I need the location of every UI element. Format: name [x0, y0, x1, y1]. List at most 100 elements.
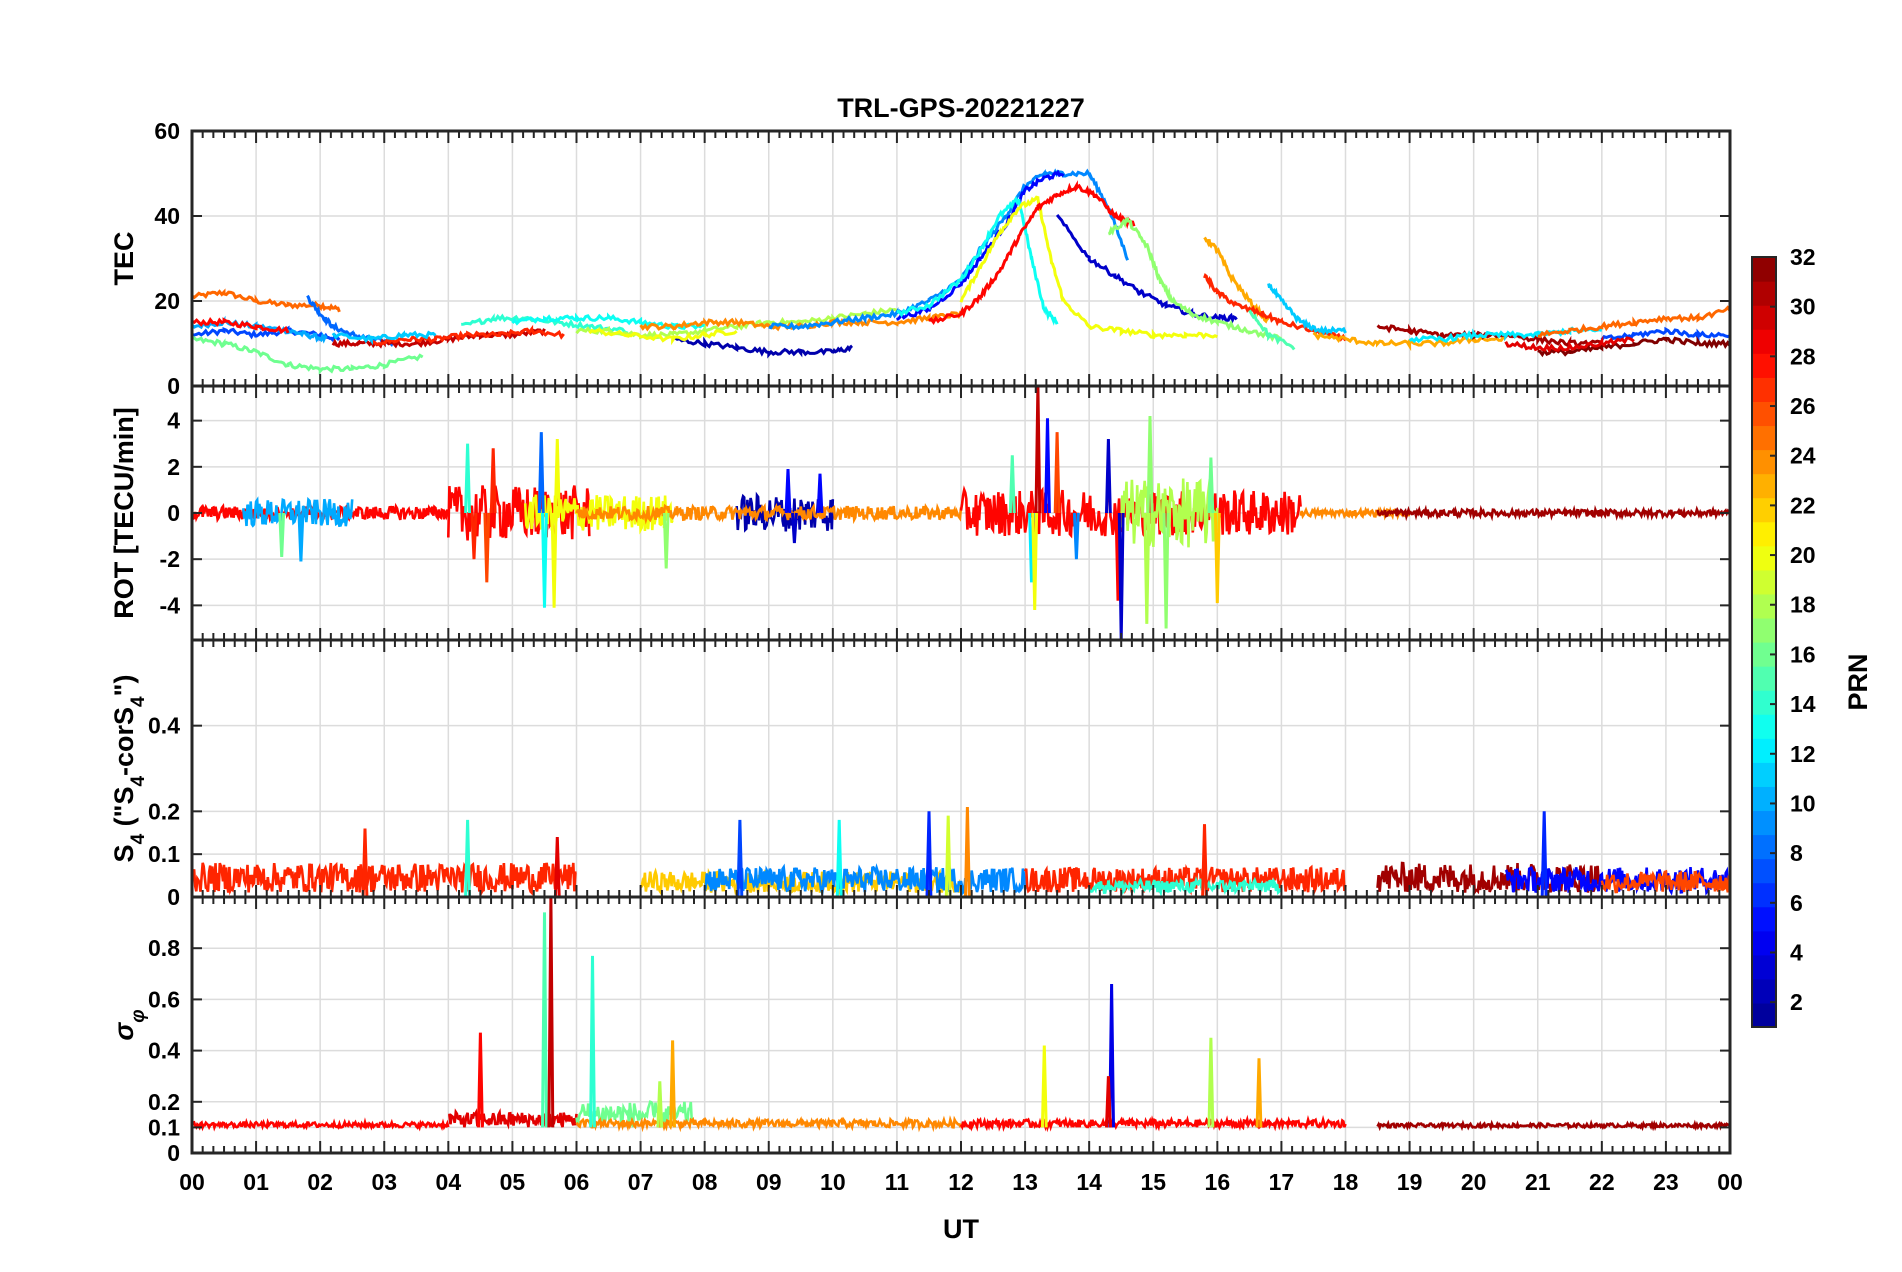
colorbar-swatch: [1752, 473, 1776, 499]
y-tick-label: 0.6: [148, 986, 180, 1012]
colorbar-swatch: [1752, 834, 1776, 860]
panel-1: 0 20 40 60 TEC: [109, 118, 1732, 399]
spike-prn-17: [1146, 415, 1154, 514]
colorbar-swatch: [1752, 593, 1776, 619]
tec-series-prn-25: [192, 288, 341, 313]
x-tick-label: 01: [243, 1169, 269, 1195]
x-tick-label: 06: [564, 1169, 590, 1195]
tec-series-prn-18: [575, 307, 898, 340]
x-tick-label: 23: [1653, 1169, 1679, 1195]
x-tick-label: 14: [1076, 1169, 1102, 1195]
y-tick-label: 0: [167, 373, 180, 399]
colorbar-tick-label: 30: [1790, 294, 1816, 320]
y-axis-title: σφ: [109, 1009, 149, 1040]
x-tick-label: 22: [1589, 1169, 1615, 1195]
x-tick-label: 11: [885, 1169, 910, 1195]
tec-series-prn-20: [588, 328, 738, 346]
colorbar-swatch: [1752, 954, 1776, 980]
tec-series-prn-16: [192, 335, 424, 375]
tec-series-prn-29: [1504, 335, 1635, 354]
colorbar-tick-label: 4: [1790, 939, 1803, 965]
colorbar-swatch: [1752, 281, 1776, 306]
x-tick-label: 17: [1269, 1169, 1295, 1195]
colorbar-tick-label: 12: [1790, 741, 1816, 767]
spike-prn-13: [835, 819, 843, 897]
tec-series-prn-11: [331, 330, 437, 346]
spike-prn-3: [1105, 439, 1112, 514]
spike-prn-13: [541, 512, 548, 608]
colorbar-swatch: [1752, 305, 1776, 330]
colorbar-tick-label: 14: [1790, 691, 1816, 717]
colorbar-swatch: [1752, 569, 1776, 595]
x-tick-label: 07: [628, 1169, 654, 1195]
spike-prn-19: [944, 815, 952, 897]
panel-2: -4 -2 0 2 4 ROT [TECU/min]: [109, 384, 1732, 642]
colorbar-tick-label: 18: [1790, 592, 1816, 618]
tec-series-prn-23: [1203, 236, 1270, 324]
spike-prn-18: [656, 1081, 664, 1128]
noise-series-prn-31: [1376, 861, 1603, 896]
spike-prn-6: [1540, 811, 1548, 897]
spike-prn-16: [278, 512, 286, 557]
x-tick-label: 20: [1461, 1169, 1487, 1195]
colorbar-tick-label: 10: [1790, 790, 1816, 816]
spike-prn-27: [489, 448, 497, 514]
colorbar-swatch: [1752, 762, 1776, 787]
tec-series-prn-31: [1376, 323, 1604, 349]
spike-prn-24: [964, 806, 971, 897]
colorbar-swatch: [1752, 810, 1776, 836]
colorbar-tick-label: 32: [1790, 244, 1816, 270]
panel-4: 00.10.2 0.4 0.6 0.8 σφ: [109, 895, 1732, 1166]
y-axis-title: S4 ("S4-corS4"): [109, 675, 149, 863]
spike-prn-3: [791, 512, 798, 544]
tec-series-prn-28: [928, 180, 1136, 325]
spike-prn-5: [1044, 418, 1051, 514]
spike-prn-15: [541, 912, 548, 1128]
spike-prn-3: [1117, 512, 1125, 640]
x-tick-label: 16: [1205, 1169, 1231, 1195]
colorbar-tick-label: 20: [1790, 542, 1816, 568]
spike-prn-29: [1105, 1076, 1112, 1128]
colorbar-swatch: [1752, 906, 1776, 932]
tec-series-prn-10: [192, 315, 328, 344]
noise-series-prn-29: [448, 1107, 578, 1130]
colorbar-tick-label: 26: [1790, 393, 1816, 419]
spike-prn-14: [589, 955, 596, 1128]
colorbar-swatch: [1752, 545, 1776, 571]
spike-prn-9: [1072, 512, 1080, 560]
spike-prn-8: [537, 432, 545, 514]
spike-prn-20: [1040, 1045, 1048, 1128]
noise-series-prn-28: [192, 1117, 450, 1132]
colorbar-tick-label: 16: [1790, 641, 1816, 667]
spike-prn-10: [297, 512, 305, 562]
colorbar-swatch: [1752, 978, 1776, 1004]
tec-series-prn-23: [1312, 331, 1506, 352]
y-tick-label: 0: [167, 1140, 180, 1166]
spike-prn-27: [1201, 824, 1208, 897]
colorbar-swatch: [1752, 425, 1776, 451]
spike-prn-18: [1207, 1037, 1215, 1128]
tec-series-prn-13: [896, 196, 1059, 326]
spike-prn-23: [669, 1040, 676, 1128]
noise-series-prn-28: [959, 1114, 1347, 1133]
spike-prn-14: [464, 819, 471, 897]
x-tick-label: 09: [756, 1169, 782, 1195]
spike-prn-30: [547, 897, 555, 1128]
tec-series-prn-27: [370, 324, 565, 346]
y-tick-label: 0.4: [148, 713, 180, 739]
noise-series-prn-31: [1376, 1119, 1730, 1132]
spike-prn-17: [662, 512, 670, 569]
panel-data: [192, 168, 1730, 375]
y-tick-label: 4: [167, 408, 180, 434]
colorbar-swatch: [1752, 257, 1776, 282]
colorbar-tick-label: 8: [1790, 840, 1803, 866]
x-tick-label: 12: [948, 1169, 974, 1195]
colorbar-title: PRN: [1843, 653, 1873, 710]
subscript: 4: [128, 833, 149, 844]
y-tick-label: 0.2: [148, 798, 180, 824]
spike-prn-15: [1008, 455, 1016, 514]
y-tick-label: 60: [154, 118, 180, 144]
